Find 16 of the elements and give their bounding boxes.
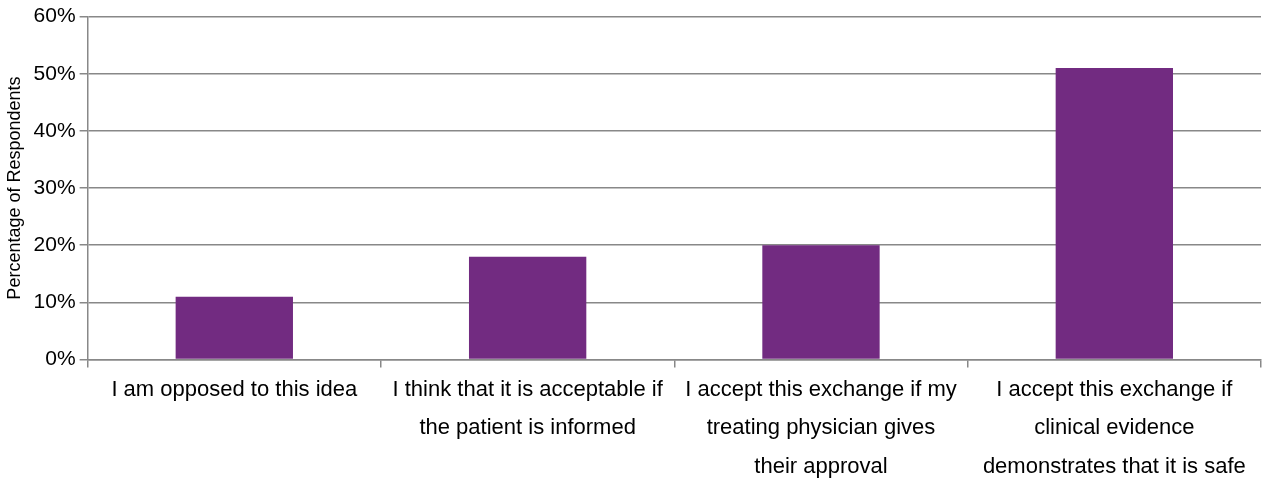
x-tick-label: I accept this exchange if clinical evidence demonstrates that it is safe	[982, 375, 1246, 478]
y-tick-label: 0%	[45, 346, 76, 370]
bar	[175, 296, 293, 359]
y-tick-label: 60%	[33, 3, 76, 27]
x-tick-label: I think that it is acceptable if the patient is informed	[392, 375, 664, 440]
x-tick-label: I accept this exchange if my treating physician gives their approval	[685, 375, 957, 478]
x-tick-label: I am opposed to this idea	[111, 375, 358, 401]
bar	[468, 256, 587, 359]
y-tick-label: 50%	[33, 60, 76, 84]
y-tick-label: 20%	[33, 232, 76, 255]
y-tick-label: 10%	[33, 289, 76, 313]
y-tick-label: 40%	[33, 117, 76, 141]
y-axis-title: Percentage of Respondents	[3, 76, 24, 300]
y-tick-label: 30%	[33, 174, 76, 198]
bar	[1055, 68, 1173, 359]
bar	[762, 245, 880, 359]
